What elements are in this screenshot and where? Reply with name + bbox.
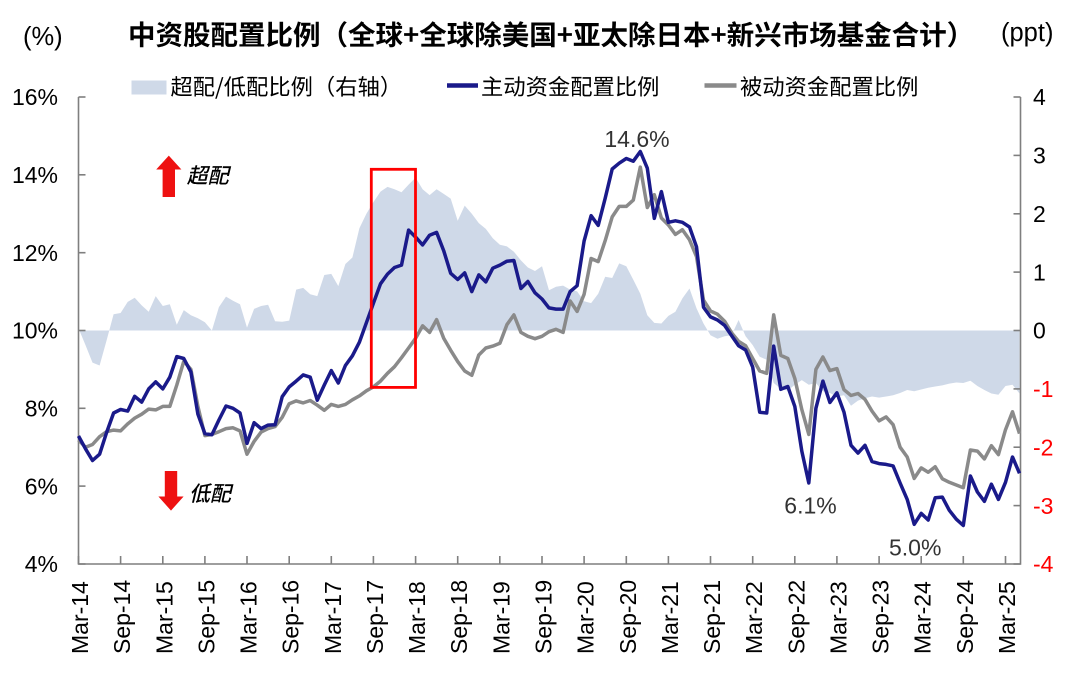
svg-text:12%: 12% — [12, 240, 58, 266]
svg-text:Mar-14: Mar-14 — [67, 581, 93, 654]
svg-text:Sep-23: Sep-23 — [868, 580, 894, 654]
svg-text:-3: -3 — [1033, 493, 1053, 519]
svg-text:Mar-22: Mar-22 — [741, 581, 767, 654]
svg-text:(ppt): (ppt) — [1001, 19, 1053, 47]
svg-text:Mar-25: Mar-25 — [994, 581, 1020, 654]
svg-text:14%: 14% — [12, 162, 58, 188]
svg-text:16%: 16% — [12, 84, 58, 110]
svg-text:-4: -4 — [1033, 551, 1054, 577]
svg-text:Sep-15: Sep-15 — [193, 580, 219, 654]
svg-text:6%: 6% — [25, 473, 58, 499]
svg-text:Sep-14: Sep-14 — [109, 580, 135, 654]
svg-text:10%: 10% — [12, 318, 58, 344]
svg-text:Mar-18: Mar-18 — [404, 581, 430, 654]
svg-text:(%): (%) — [23, 23, 63, 51]
svg-text:Mar-19: Mar-19 — [488, 581, 514, 654]
svg-text:-1: -1 — [1033, 376, 1053, 402]
svg-text:Mar-23: Mar-23 — [825, 581, 851, 654]
svg-text:5.0%: 5.0% — [889, 534, 941, 560]
svg-text:Mar-24: Mar-24 — [910, 581, 936, 654]
svg-text:Sep-16: Sep-16 — [278, 580, 304, 654]
svg-text:Mar-16: Mar-16 — [236, 581, 262, 654]
svg-text:2: 2 — [1033, 201, 1046, 227]
svg-text:Sep-19: Sep-19 — [531, 580, 557, 654]
svg-text:0: 0 — [1033, 318, 1046, 344]
svg-text:Mar-15: Mar-15 — [151, 581, 177, 654]
svg-text:8%: 8% — [25, 396, 58, 422]
svg-text:4%: 4% — [25, 551, 58, 577]
svg-text:Mar-20: Mar-20 — [573, 581, 599, 654]
svg-text:Sep-21: Sep-21 — [699, 580, 725, 654]
svg-text:Mar-17: Mar-17 — [320, 581, 346, 654]
svg-text:Sep-22: Sep-22 — [783, 580, 809, 654]
svg-text:14.6%: 14.6% — [604, 126, 669, 152]
svg-text:Sep-18: Sep-18 — [446, 580, 472, 654]
svg-text:1: 1 — [1033, 259, 1046, 285]
svg-text:4: 4 — [1033, 84, 1046, 110]
svg-text:3: 3 — [1033, 143, 1046, 169]
svg-text:-2: -2 — [1033, 434, 1053, 460]
svg-text:Sep-17: Sep-17 — [362, 580, 388, 654]
svg-text:6.1%: 6.1% — [784, 493, 836, 519]
svg-text:Mar-21: Mar-21 — [657, 581, 683, 654]
svg-text:Sep-24: Sep-24 — [952, 580, 978, 654]
svg-text:Sep-20: Sep-20 — [615, 580, 641, 654]
